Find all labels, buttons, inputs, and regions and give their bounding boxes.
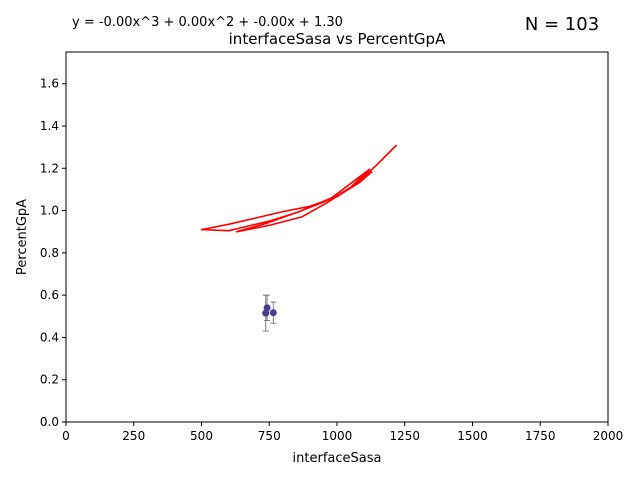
y-tick-label: 0.4	[40, 330, 59, 344]
y-axis-label: PercentGpA	[15, 199, 30, 275]
sample-size-label: N = 103	[525, 14, 599, 35]
data-point	[269, 309, 277, 317]
x-tick-label: 250	[122, 429, 145, 443]
y-tick-label: 1.6	[40, 77, 59, 91]
fit-curve	[200, 144, 398, 233]
x-axis-label: interfaceSasa	[293, 451, 382, 466]
y-tick-label: 0.8	[40, 246, 59, 260]
y-tick-label: 1.2	[40, 161, 59, 175]
axes: 0 250 500 750 1000 1250 1500 1750 2000 0.0 0.2 0.4 0…	[40, 51, 624, 443]
fit-equation: y = -0.00x^3 + 0.00x^2 + -0.00x + 1.30	[72, 15, 343, 30]
y-tick-label: 1.4	[40, 119, 59, 133]
x-tick-label: 2000	[593, 429, 624, 443]
x-tick-label: 1250	[389, 429, 420, 443]
y-tick-label: 1.0	[40, 204, 59, 218]
y-tick-label: 0.0	[40, 415, 59, 429]
x-tick-label: 1750	[525, 429, 556, 443]
plot-area	[200, 144, 398, 332]
data-point	[262, 309, 270, 317]
x-tick-label: 750	[258, 429, 281, 443]
x-tick-label: 1000	[322, 429, 353, 443]
data-point	[263, 304, 271, 312]
x-tick-label: 500	[190, 429, 213, 443]
y-tick-label: 0.2	[40, 373, 59, 387]
chart-title: interfaceSasa vs PercentGpA	[229, 30, 446, 48]
x-tick-label: 0	[62, 429, 70, 443]
y-tick-label: 0.6	[40, 288, 59, 302]
x-tick-label: 1500	[457, 429, 488, 443]
